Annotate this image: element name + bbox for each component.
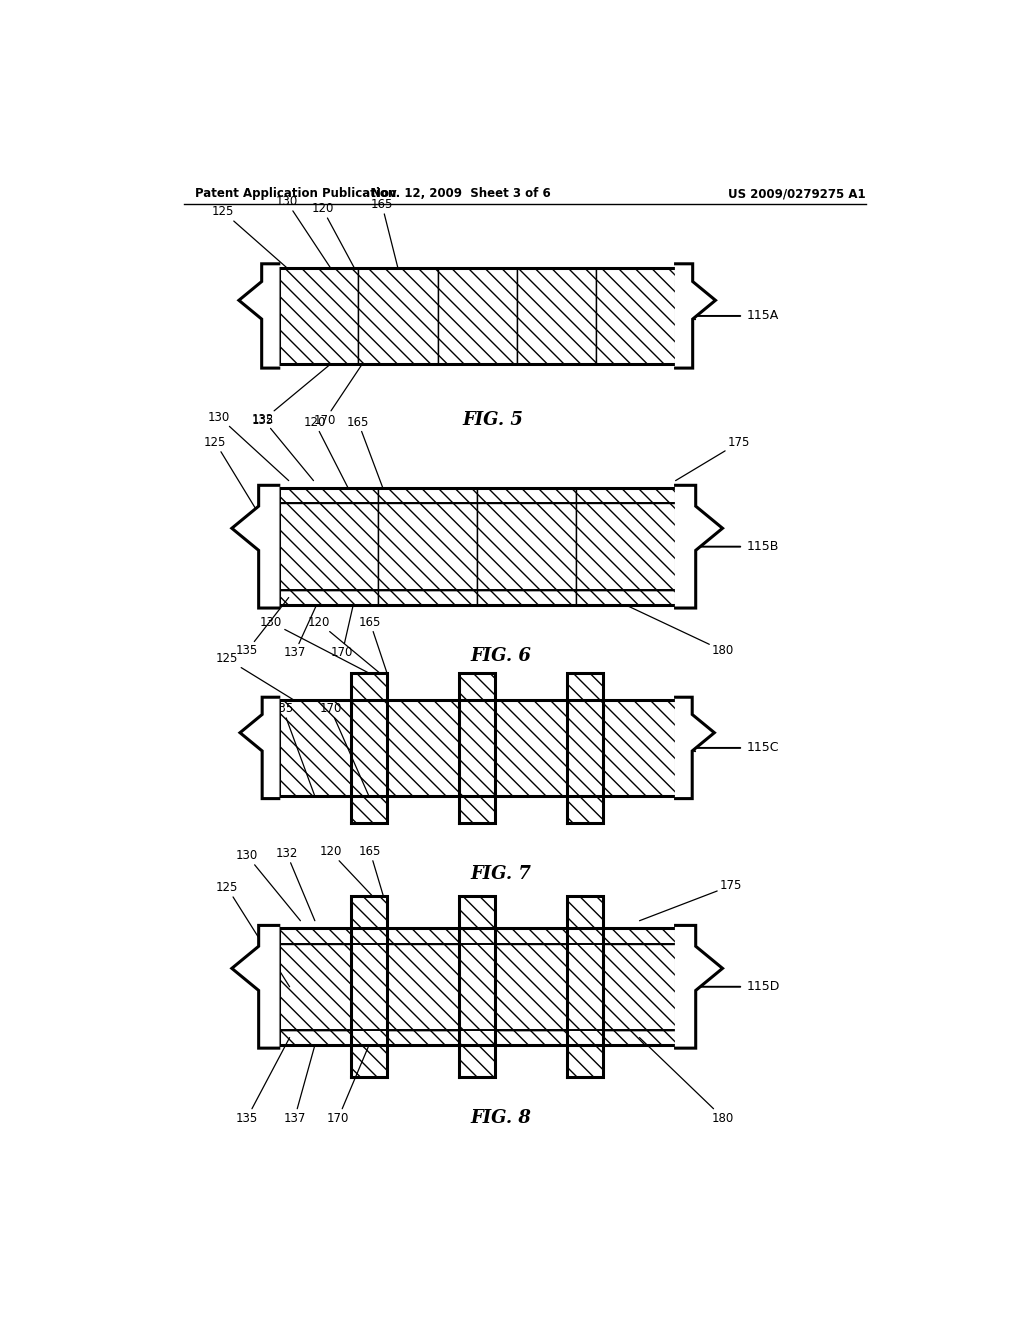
Bar [603,700,676,796]
Bar [577,488,676,503]
Text: 130: 130 [260,615,369,673]
Text: 125: 125 [212,206,287,268]
Bar [279,928,676,1045]
Text: 125: 125 [204,436,279,546]
Text: 175: 175 [676,436,751,480]
Text: US 2009/0279275 A1: US 2009/0279275 A1 [728,187,866,201]
Polygon shape [231,925,279,1048]
Polygon shape [240,697,279,799]
Text: 165: 165 [371,198,397,268]
Bar [517,268,596,364]
Bar [496,928,567,944]
Bar [378,503,477,590]
Bar [496,700,567,796]
Bar [279,268,358,364]
Bar [496,1030,567,1045]
Bar [279,928,351,944]
Bar [279,488,378,503]
Text: 170: 170 [319,702,369,796]
Bar [378,590,477,605]
Text: 165: 165 [347,416,383,488]
Bar [387,928,459,944]
Text: 115D: 115D [746,981,780,993]
Text: 132: 132 [275,847,314,921]
Bar [279,944,351,1030]
Text: 135: 135 [236,1038,290,1125]
Bar [603,944,676,1030]
Bar [387,700,459,796]
Bar [437,268,517,364]
Bar [387,944,459,1030]
Text: FIG. 7: FIG. 7 [471,865,531,883]
Bar [358,268,437,364]
Text: 115A: 115A [746,309,779,322]
Polygon shape [676,697,715,799]
Text: Nov. 12, 2009  Sheet 3 of 6: Nov. 12, 2009 Sheet 3 of 6 [372,187,551,201]
Text: 137: 137 [284,605,316,660]
Text: 125: 125 [216,652,293,700]
Bar [378,488,477,503]
Text: 135: 135 [252,364,331,426]
Bar [279,700,351,796]
Bar [603,928,676,944]
Polygon shape [239,264,279,368]
Bar [459,673,496,822]
Text: 165: 165 [358,845,383,896]
Polygon shape [676,925,723,1048]
Polygon shape [231,486,279,609]
Bar [351,673,387,822]
Text: 135: 135 [236,598,289,657]
Text: Patent Application Publication: Patent Application Publication [196,187,396,201]
Text: 120: 120 [311,202,354,268]
Text: 125: 125 [216,882,290,987]
Text: 170: 170 [331,605,353,660]
Text: FIG. 8: FIG. 8 [471,1109,531,1127]
Bar [496,944,567,1030]
Text: 175: 175 [640,879,742,921]
Bar [279,590,378,605]
Text: 120: 120 [307,615,380,673]
Bar [603,1030,676,1045]
Text: 120: 120 [319,845,373,896]
Text: 132: 132 [252,413,313,480]
Text: FIG. 5: FIG. 5 [463,411,523,429]
Text: FIG. 6: FIG. 6 [471,647,531,665]
Bar [459,896,496,1077]
Polygon shape [676,486,723,609]
Text: 180: 180 [626,605,734,657]
Text: 115C: 115C [746,742,779,755]
Text: 115B: 115B [746,540,779,553]
Text: 130: 130 [208,411,289,480]
Text: 165: 165 [358,615,387,673]
Text: 170: 170 [327,1045,369,1125]
Bar [596,268,676,364]
Text: 130: 130 [275,195,331,268]
Text: 170: 170 [313,364,362,426]
Bar [279,700,676,796]
Bar [351,896,387,1077]
Text: 135: 135 [271,702,314,796]
Text: 120: 120 [303,416,348,488]
Bar [279,503,378,590]
Bar [477,590,577,605]
Bar [279,268,676,364]
Bar [477,503,577,590]
Bar [577,590,676,605]
Bar [577,503,676,590]
Bar [387,1030,459,1045]
Bar [567,673,603,822]
Polygon shape [676,264,716,368]
Text: 130: 130 [236,849,300,921]
Text: 180: 180 [640,1038,734,1125]
Bar [477,488,577,503]
Bar [279,1030,351,1045]
Bar [279,488,676,605]
Bar [567,896,603,1077]
Text: 137: 137 [284,1045,314,1125]
